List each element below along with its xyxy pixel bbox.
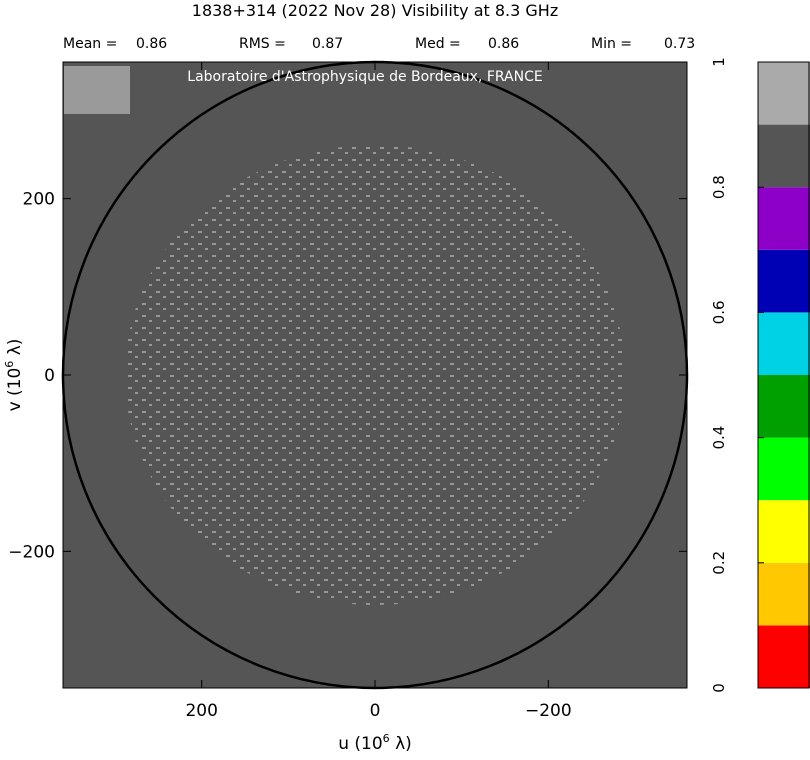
colorbar-band xyxy=(758,312,810,375)
stat-value: 0.86 xyxy=(488,36,519,52)
colorbar-tick-label: 0.8 xyxy=(710,175,728,199)
x-label-sup: 6 xyxy=(383,732,390,745)
stats: Mean = 0.86 RMS = 0.87 Med = 0.86 Min = 0.73 xyxy=(63,36,695,52)
colorbar-band xyxy=(758,500,810,563)
y-axis-label: v (106 λ) xyxy=(3,339,25,412)
stat-label: Mean = xyxy=(63,36,117,52)
x-label-tail: λ) xyxy=(390,734,412,754)
x-tick-label: 0 xyxy=(370,701,381,721)
colorbar-tick-label: 1 xyxy=(710,57,728,67)
colorbar-frame xyxy=(757,61,810,689)
stat-value: 0.73 xyxy=(664,36,695,52)
texture xyxy=(125,145,625,605)
watermark: Laboratoire d'Astrophysique de Bordeaux,… xyxy=(187,69,542,85)
colorbar-band xyxy=(758,375,810,438)
colorbar-band xyxy=(758,437,810,501)
colorbar-band xyxy=(758,187,810,250)
x-axis-label: u (106 λ) xyxy=(338,732,412,754)
colorbar-band xyxy=(758,249,810,313)
colorbar-band xyxy=(758,62,810,125)
colorbar-tick-label: 0.6 xyxy=(710,300,728,324)
logo xyxy=(64,66,130,114)
y-tick-label: −200 xyxy=(8,542,55,562)
stat-label: Med = xyxy=(415,36,461,52)
y-label-sup: 6 xyxy=(3,361,16,368)
stat-label: RMS = xyxy=(239,36,286,52)
y-tick-label: 200 xyxy=(23,190,55,210)
y-tick-label: 0 xyxy=(44,366,55,386)
stat-value: 0.87 xyxy=(312,36,343,52)
x-tick-label: 200 xyxy=(185,701,217,721)
colorbar-band xyxy=(758,562,810,626)
colorbar-tick-label: 0.4 xyxy=(710,426,728,450)
y-label-tail: λ) xyxy=(5,339,25,361)
colorbar-tick-label: 0.2 xyxy=(710,551,728,575)
colorbar-band xyxy=(758,625,810,688)
x-label-text: u (10 xyxy=(338,734,382,754)
x-tick-label: −200 xyxy=(525,701,572,721)
y-label-text: v (10 xyxy=(5,368,25,412)
chart-title: 1838+314 (2022 Nov 28) Visibility at 8.3… xyxy=(192,1,558,20)
stat-label: Min = xyxy=(591,36,632,52)
stat-value: 0.86 xyxy=(136,36,167,52)
colorbar-tick-label: 0 xyxy=(710,683,728,693)
colorbar-band xyxy=(758,124,810,188)
